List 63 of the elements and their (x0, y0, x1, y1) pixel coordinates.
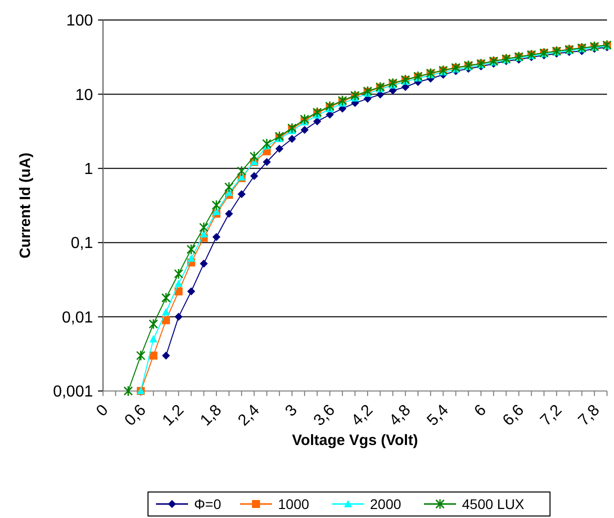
point (136, 350, 146, 362)
y-tick-label: 10 (75, 86, 94, 104)
y-tick-label: 100 (66, 12, 94, 30)
x-axis-title: Voltage Vgs (Volt) (292, 432, 418, 449)
x-tick-label: 7,2 (538, 402, 566, 430)
x-tick-label: 3,6 (310, 402, 339, 430)
point (262, 158, 271, 166)
x-tick-label: 0 (93, 402, 112, 420)
x-tick-label: 7,8 (575, 402, 604, 430)
point (300, 114, 310, 125)
point (274, 130, 284, 142)
point (225, 188, 233, 196)
point (236, 166, 246, 177)
point (124, 386, 133, 396)
point (174, 312, 183, 321)
point (200, 230, 208, 238)
legend-label: 1000 (278, 496, 310, 512)
point (224, 182, 234, 193)
point (174, 280, 183, 287)
point (174, 268, 184, 280)
legend-label: 4500 LUX (462, 496, 525, 512)
point (300, 126, 309, 134)
point (238, 190, 246, 198)
point (262, 138, 272, 150)
legend-label: Φ=0 (194, 496, 222, 512)
point (225, 210, 233, 218)
point (275, 144, 284, 153)
y-axis-title: Current Id (uA) (17, 152, 34, 258)
y-tick-label: 0,01 (62, 309, 94, 326)
point (212, 200, 222, 211)
point (187, 287, 196, 296)
point (162, 352, 170, 360)
x-tick-label: 6 (471, 402, 490, 420)
point (148, 318, 158, 330)
point (200, 260, 208, 268)
point (325, 100, 334, 112)
point (162, 308, 170, 316)
x-tick-label: 4,8 (386, 402, 414, 430)
point (212, 208, 220, 216)
point (212, 232, 220, 241)
point (149, 335, 158, 342)
x-tick-label: 1,8 (197, 402, 226, 430)
x-tick-label: 0,6 (122, 402, 150, 430)
y-tick-label: 0,001 (52, 384, 94, 401)
point (288, 134, 296, 143)
point (162, 316, 170, 324)
x-tick-label: 4,2 (348, 402, 376, 430)
point (186, 244, 196, 255)
point (187, 254, 196, 262)
point (149, 352, 158, 360)
y-tick-label: 1 (84, 161, 94, 178)
point (250, 172, 258, 180)
legend-label: 2000 (370, 496, 402, 512)
point (250, 150, 259, 162)
x-tick-label: 1,2 (160, 402, 188, 430)
x-tick-label: 3 (282, 402, 301, 420)
point (161, 292, 171, 304)
x-tick-label: 6,6 (500, 402, 528, 430)
point (174, 287, 183, 296)
point (199, 222, 208, 233)
y-tick-label: 0,1 (70, 235, 94, 252)
x-tick-label: 2,4 (235, 402, 264, 430)
x-tick-label: 5,4 (424, 402, 452, 430)
